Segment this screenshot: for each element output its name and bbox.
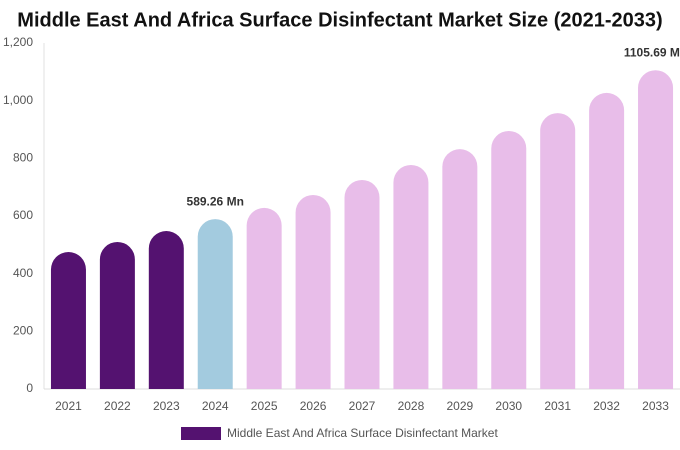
x-tick-label: 2030 [495, 399, 522, 413]
data-label: 1105.69 Mn [624, 45, 680, 59]
x-tick-label: 2023 [153, 399, 180, 413]
bar [540, 113, 576, 389]
y-tick-label: 800 [13, 151, 33, 165]
legend-label: Middle East And Africa Surface Disinfect… [227, 426, 498, 440]
bar [148, 230, 184, 389]
chart-title: Middle East And Africa Surface Disinfect… [17, 9, 662, 31]
x-tick-label: 2028 [398, 399, 425, 413]
data-label: 589.26 Mn [187, 194, 244, 208]
bar [393, 164, 429, 389]
legend-swatch [181, 427, 221, 440]
bar [442, 149, 478, 389]
y-tick-label: 1,000 [3, 93, 33, 107]
bar [491, 130, 527, 390]
x-tick-label: 2022 [104, 399, 131, 413]
bar [638, 70, 674, 389]
x-tick-label: 2027 [349, 399, 376, 413]
y-tick-label: 400 [13, 266, 33, 280]
x-tick-label: 2031 [544, 399, 571, 413]
y-tick-label: 1,200 [3, 35, 33, 49]
x-tick-label: 2033 [642, 399, 669, 413]
x-tick-label: 2029 [446, 399, 473, 413]
x-tick-label: 2025 [251, 399, 278, 413]
bar [99, 241, 135, 389]
x-tick-label: 2024 [202, 399, 229, 413]
bar [197, 219, 233, 389]
y-tick-label: 200 [13, 324, 33, 338]
x-tick-label: 2021 [55, 399, 82, 413]
x-tick-label: 2032 [593, 399, 620, 413]
bar [344, 179, 380, 389]
bar [295, 194, 331, 389]
y-tick-label: 600 [13, 208, 33, 222]
bar [50, 252, 86, 389]
x-tick-label: 2026 [300, 399, 327, 413]
y-tick-label: 0 [26, 381, 33, 395]
bar [246, 207, 282, 389]
bar [589, 92, 625, 390]
